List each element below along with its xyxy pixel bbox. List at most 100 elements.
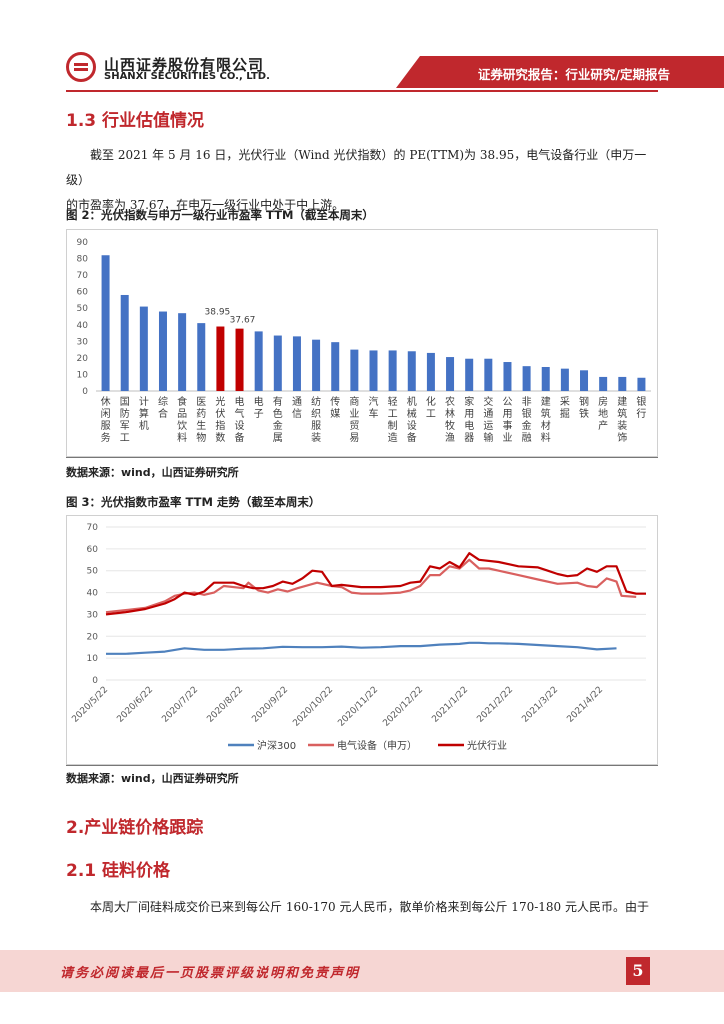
y-tick-label: 50 bbox=[77, 304, 89, 314]
x-tick-label: 国防军工 bbox=[120, 396, 130, 444]
y-tick-label: 10 bbox=[87, 654, 99, 664]
x-tick-label: 建筑装饰 bbox=[617, 395, 627, 444]
company-name-cn: 山西证券股份有限公司 bbox=[104, 56, 265, 74]
bar bbox=[465, 358, 474, 391]
report-type: 证券研究报告：行业研究/定期报告 bbox=[477, 67, 670, 82]
header-band bbox=[396, 56, 724, 88]
bar bbox=[158, 311, 167, 391]
section-title-2: 2.产业链价格跟踪 bbox=[66, 818, 204, 838]
x-tick-label: 传媒 bbox=[330, 396, 340, 420]
paragraph-line: 的市盈率为 37.67，在申万一级行业中处于中上游。 bbox=[66, 198, 345, 212]
bar bbox=[446, 357, 455, 391]
bar bbox=[235, 328, 244, 391]
bar bbox=[388, 350, 397, 391]
y-tick-label: 0 bbox=[82, 387, 88, 397]
bar bbox=[350, 349, 359, 391]
x-tick-label: 通信 bbox=[292, 396, 302, 420]
bar bbox=[216, 326, 225, 391]
y-tick-label: 70 bbox=[77, 271, 89, 281]
x-tick-label: 房地产 bbox=[598, 395, 608, 432]
figure-3-source: 数据来源：wind，山西证券研究所 bbox=[66, 772, 239, 785]
bar bbox=[503, 362, 512, 391]
legend-label: 电气设备（申万） bbox=[337, 739, 417, 752]
section-title-1-3: 1.3 行业估值情况 bbox=[66, 111, 205, 131]
x-tick-label: 轻工制造 bbox=[388, 395, 398, 444]
footer-disclaimer: 请务必阅读最后一页股票评级说明和免责声明 bbox=[60, 966, 361, 981]
bar bbox=[254, 331, 263, 391]
bar bbox=[599, 376, 608, 391]
section-2-1-paragraph: 本周大厂间硅料成交价已来到每公斤 160-170 元人民币，散单价格来到每公斤 … bbox=[66, 895, 658, 920]
series-line bbox=[106, 641, 617, 655]
bar bbox=[197, 323, 206, 391]
series-line bbox=[105, 558, 637, 614]
company-name-en: SHANXI SECURITIES CO., LTD. bbox=[104, 71, 270, 82]
y-tick-label: 60 bbox=[77, 288, 89, 298]
x-tick-label: 有色金属 bbox=[273, 395, 283, 444]
x-tick-label: 银行 bbox=[636, 395, 646, 420]
bar bbox=[292, 336, 301, 391]
y-tick-label: 40 bbox=[77, 321, 89, 331]
x-tick-label: 钢铁 bbox=[579, 395, 589, 420]
bar-data-label: 38.95 bbox=[205, 308, 231, 318]
bar bbox=[637, 377, 646, 391]
bar bbox=[178, 313, 187, 391]
bar bbox=[618, 376, 627, 391]
bar bbox=[484, 358, 493, 391]
paragraph-line: 截至 2021 年 5 月 16 日，光伏行业（Wind 光伏指数）的 PE(T… bbox=[66, 148, 647, 187]
legend-label: 沪深300 bbox=[257, 739, 296, 752]
bar bbox=[331, 342, 340, 391]
bar bbox=[101, 255, 110, 391]
x-tick-label: 农林牧渔 bbox=[445, 395, 455, 444]
bar bbox=[139, 306, 148, 391]
bar bbox=[560, 368, 569, 391]
x-tick-label: 纺织服装 bbox=[311, 395, 321, 444]
bar bbox=[522, 366, 531, 391]
x-tick-label: 交通运输 bbox=[483, 395, 493, 444]
company-logo-icon bbox=[66, 52, 96, 82]
x-tick-label: 计算机 bbox=[139, 395, 149, 432]
chart-frame bbox=[66, 515, 658, 765]
bar bbox=[407, 351, 416, 391]
x-tick-label: 电气设备 bbox=[235, 395, 245, 444]
bar bbox=[426, 352, 435, 391]
x-tick-label: 公用事业 bbox=[502, 397, 512, 444]
x-tick-label: 化工 bbox=[426, 395, 436, 420]
x-tick-label: 汽车 bbox=[369, 395, 379, 420]
y-tick-label: 70 bbox=[87, 523, 99, 533]
x-tick-label: 采掘 bbox=[560, 396, 570, 420]
figure-2-title: 图 2：光伏指数与申万一级行业市盈率 TTM（截至本周末） bbox=[66, 208, 374, 222]
y-tick-label: 60 bbox=[87, 545, 99, 555]
x-tick-label: 光伏指数 bbox=[215, 395, 225, 444]
bar-data-label: 37.67 bbox=[230, 316, 256, 326]
series-line bbox=[105, 552, 646, 616]
y-tick-label: 20 bbox=[77, 354, 89, 364]
x-tick-label: 医药生物 bbox=[196, 396, 206, 444]
x-tick-label: 机械设备 bbox=[407, 395, 417, 444]
x-tick-label: 休闲服务 bbox=[101, 396, 111, 444]
header-divider bbox=[66, 90, 658, 92]
y-tick-label: 40 bbox=[87, 589, 99, 599]
x-tick-label: 食品饮料 bbox=[177, 395, 187, 444]
figure-3-rule bbox=[66, 765, 658, 766]
y-tick-label: 30 bbox=[77, 337, 89, 347]
y-tick-label: 20 bbox=[87, 632, 99, 642]
y-tick-label: 10 bbox=[77, 370, 89, 380]
section-1-3-paragraph: 截至 2021 年 5 月 16 日，光伏行业（Wind 光伏指数）的 PE(T… bbox=[66, 143, 658, 218]
y-tick-label: 90 bbox=[77, 238, 89, 248]
bar bbox=[312, 339, 321, 391]
bar bbox=[120, 294, 129, 391]
y-tick-label: 30 bbox=[87, 610, 99, 620]
y-tick-label: 0 bbox=[92, 676, 98, 686]
x-tick-label: 综合 bbox=[158, 395, 168, 420]
x-tick-label: 非银金融 bbox=[522, 396, 532, 444]
legend-label: 光伏行业 bbox=[467, 739, 507, 752]
pe-bar-chart: 0 10 20 30 40 50 60 70 80 90 休闲服务国防军工计算机综合食品饮料医药生物… bbox=[66, 229, 658, 457]
page-number: 5 bbox=[626, 957, 650, 985]
footer-band bbox=[0, 950, 724, 992]
y-tick-label: 80 bbox=[77, 255, 89, 265]
y-tick-label: 50 bbox=[87, 567, 99, 577]
page-header: 山西证券股份有限公司 SHANXI SECURITIES CO., LTD. 证… bbox=[0, 0, 724, 92]
x-tick-label: 商业贸易 bbox=[349, 395, 359, 444]
section-title-2-1: 2.1 硅料价格 bbox=[66, 861, 171, 881]
